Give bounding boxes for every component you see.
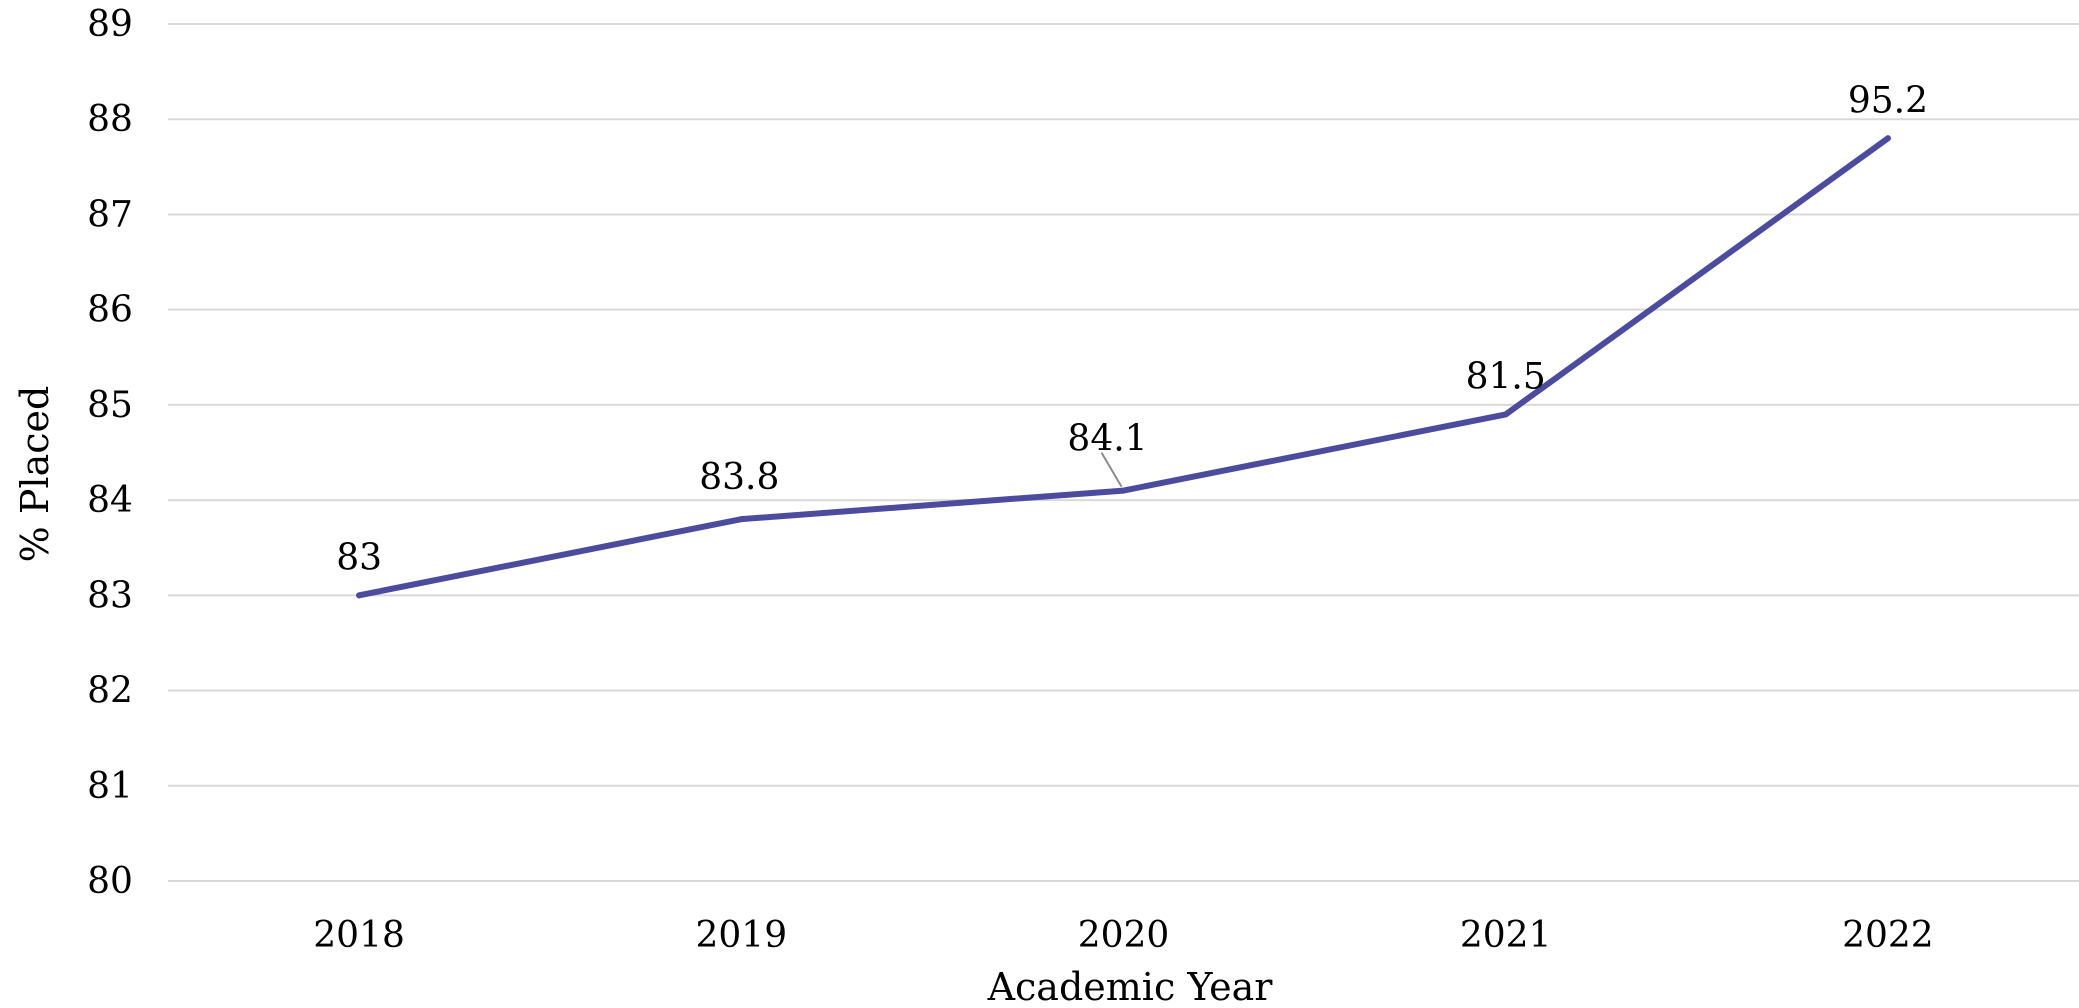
- y-tick-label: 88: [87, 99, 133, 140]
- x-axis-title: Academic Year: [987, 965, 1274, 1008]
- x-tick-label: 2018: [313, 915, 405, 956]
- x-tick-label: 2022: [1842, 915, 1934, 956]
- x-tick-label: 2020: [1078, 915, 1170, 956]
- y-tick-label: 85: [87, 385, 133, 426]
- data-point: [356, 592, 363, 599]
- data-point: [1502, 411, 1509, 418]
- data-label: 81.5: [1466, 356, 1546, 397]
- gridlines: [168, 23, 2079, 882]
- data-label: 83.8: [699, 457, 779, 498]
- y-tick-label: 80: [87, 861, 133, 902]
- series-line: [356, 135, 1891, 599]
- y-tick-label: 87: [87, 194, 133, 235]
- y-tick-label: 84: [87, 480, 133, 521]
- data-label: 83: [336, 537, 382, 578]
- y-tick-label: 89: [87, 4, 133, 45]
- x-tick-label: 2021: [1460, 915, 1552, 956]
- data-labels: 83 83.8 84.1 81.5 95.2: [336, 80, 1928, 578]
- y-tick-label: 82: [87, 671, 133, 712]
- series-layer: [356, 135, 1891, 599]
- x-axis-tick-labels: 2018 2019 2020 2021 2022: [313, 915, 1933, 956]
- y-axis-title: % Placed: [13, 386, 57, 563]
- data-point: [738, 516, 745, 523]
- data-label-leader-line: [1100, 452, 1123, 488]
- data-point: [1120, 487, 1127, 494]
- y-axis-tick-labels: 80 81 82 83 84 85 86 87 88 89: [87, 4, 133, 902]
- data-label: 84.1: [1067, 419, 1147, 460]
- x-tick-label: 2019: [695, 915, 787, 956]
- data-point: [1884, 135, 1891, 142]
- y-tick-label: 83: [87, 575, 133, 616]
- data-label: 95.2: [1848, 80, 1928, 121]
- y-tick-label: 81: [87, 766, 133, 807]
- y-tick-label: 86: [87, 290, 133, 331]
